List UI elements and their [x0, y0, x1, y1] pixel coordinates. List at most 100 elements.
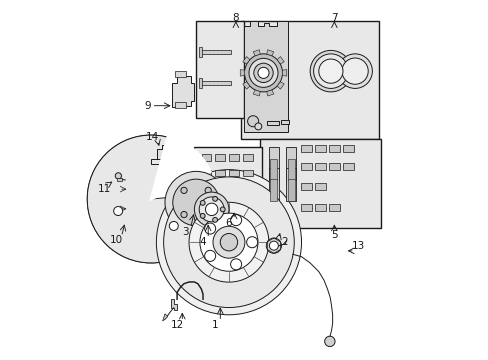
Polygon shape — [215, 189, 224, 195]
Text: 12: 12 — [170, 320, 183, 330]
Circle shape — [254, 123, 261, 130]
Text: 4: 4 — [199, 237, 206, 247]
Polygon shape — [242, 57, 249, 64]
Wedge shape — [87, 135, 215, 263]
Bar — [281, 120, 289, 124]
Circle shape — [189, 202, 268, 282]
Circle shape — [200, 213, 258, 271]
Circle shape — [341, 58, 367, 84]
Circle shape — [200, 213, 205, 218]
Text: 9: 9 — [144, 101, 151, 111]
Circle shape — [113, 207, 122, 216]
Polygon shape — [117, 178, 122, 181]
Circle shape — [172, 179, 219, 226]
Circle shape — [163, 177, 294, 307]
Circle shape — [269, 241, 278, 250]
Polygon shape — [201, 154, 211, 161]
Circle shape — [200, 201, 205, 205]
Polygon shape — [301, 145, 312, 152]
Polygon shape — [282, 69, 286, 76]
Polygon shape — [201, 204, 211, 211]
Polygon shape — [328, 204, 339, 211]
Polygon shape — [266, 50, 273, 56]
Polygon shape — [328, 145, 339, 152]
Polygon shape — [229, 154, 239, 161]
Polygon shape — [314, 204, 325, 211]
Circle shape — [204, 223, 215, 234]
Text: 2: 2 — [281, 237, 287, 247]
Text: 5: 5 — [330, 230, 337, 240]
Polygon shape — [314, 145, 325, 152]
Polygon shape — [287, 159, 294, 180]
Polygon shape — [268, 168, 279, 201]
Circle shape — [199, 197, 224, 222]
Polygon shape — [243, 170, 252, 176]
Polygon shape — [229, 204, 239, 211]
Circle shape — [230, 259, 241, 270]
Polygon shape — [242, 82, 249, 89]
Circle shape — [169, 221, 178, 230]
Text: 1: 1 — [211, 320, 218, 330]
Circle shape — [309, 50, 351, 92]
Circle shape — [318, 59, 342, 83]
Polygon shape — [277, 57, 284, 64]
Circle shape — [258, 67, 268, 78]
Circle shape — [266, 238, 281, 253]
Polygon shape — [201, 50, 230, 54]
Polygon shape — [270, 179, 277, 201]
Circle shape — [164, 171, 227, 234]
Circle shape — [181, 201, 190, 210]
Circle shape — [181, 187, 187, 193]
Circle shape — [313, 54, 347, 89]
Polygon shape — [201, 170, 211, 176]
Circle shape — [205, 203, 218, 216]
Polygon shape — [172, 76, 194, 107]
Polygon shape — [175, 102, 185, 108]
Polygon shape — [244, 21, 287, 132]
Polygon shape — [342, 145, 353, 152]
Wedge shape — [151, 136, 210, 199]
Polygon shape — [328, 163, 339, 170]
Polygon shape — [342, 163, 353, 170]
Text: 7: 7 — [330, 13, 337, 23]
Polygon shape — [301, 184, 312, 190]
Polygon shape — [157, 145, 167, 159]
Circle shape — [156, 170, 301, 315]
Polygon shape — [163, 314, 167, 321]
Polygon shape — [301, 163, 312, 170]
Polygon shape — [199, 78, 202, 89]
Circle shape — [212, 217, 217, 222]
Circle shape — [324, 336, 334, 347]
Polygon shape — [201, 81, 230, 85]
Circle shape — [213, 226, 244, 258]
Polygon shape — [287, 179, 294, 201]
Circle shape — [244, 54, 282, 92]
Polygon shape — [285, 168, 296, 201]
Polygon shape — [240, 69, 244, 76]
Circle shape — [246, 237, 257, 248]
Bar — [266, 121, 279, 125]
Polygon shape — [215, 204, 224, 211]
Polygon shape — [253, 50, 260, 56]
Circle shape — [248, 58, 278, 87]
Circle shape — [204, 211, 211, 218]
Polygon shape — [301, 204, 312, 211]
Bar — [260, 139, 380, 228]
Circle shape — [247, 116, 258, 127]
Polygon shape — [170, 299, 177, 310]
Polygon shape — [314, 163, 325, 170]
Bar — [241, 21, 379, 139]
Circle shape — [181, 211, 187, 218]
Circle shape — [220, 207, 224, 212]
Polygon shape — [285, 147, 296, 180]
Circle shape — [204, 187, 211, 193]
Text: 10: 10 — [110, 235, 123, 246]
Bar — [196, 21, 244, 118]
Circle shape — [220, 234, 237, 251]
Text: 14: 14 — [146, 132, 159, 142]
Circle shape — [230, 215, 241, 226]
Polygon shape — [243, 154, 252, 161]
Polygon shape — [215, 170, 224, 176]
Text: 13: 13 — [351, 241, 365, 251]
Circle shape — [115, 173, 121, 179]
